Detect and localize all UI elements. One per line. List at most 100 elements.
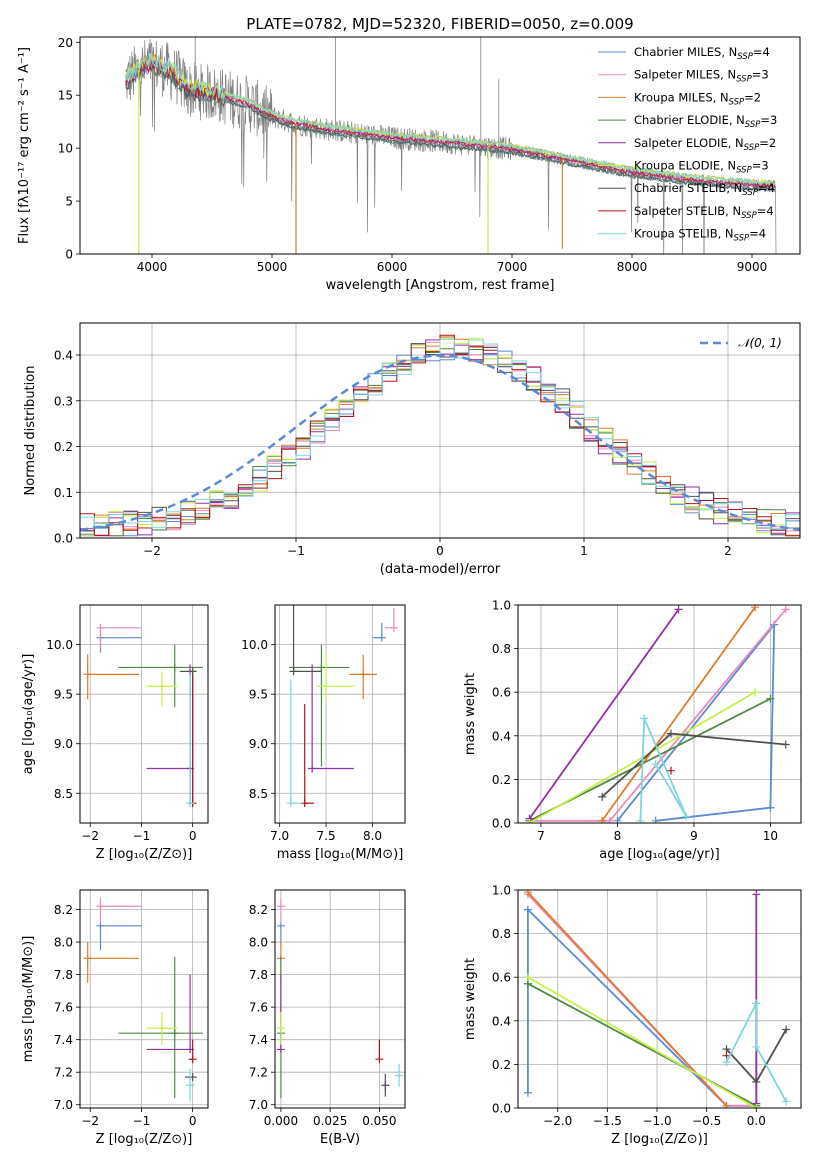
model-line-kroupa-stelib [124,53,776,185]
point-marker-kroupa-miles [523,890,532,897]
x-tick-label: −1 [133,829,151,843]
y-tick-label: 0.8 [492,927,511,941]
series-line-kroupa-miles [601,606,756,822]
x-tick-label: 8 [614,829,622,843]
point-marker-chabrier-stelib [381,1081,390,1090]
histogram-kroupa-stelib [80,338,800,537]
x-tick-label: 10 [763,829,778,843]
x-tick-label: −1.0 [642,1114,671,1128]
point-marker-kroupa-elodie [276,1024,285,1033]
point-marker-chabrier-miles [523,905,532,914]
panel-age-vs-Z: −2 −1 0 8.5 9.0 9.5 10.0 Z [log₁₀(Z/Z⊙)] age [lo… [21,604,209,862]
legend-label-text: Salpeter MILES, N [634,68,736,82]
legend-label-suffix: =2 [744,90,761,104]
point-marker-kroupa-elodie [157,1024,166,1033]
point-marker-chabrier-miles [613,816,622,823]
legend-residuals: 𝒩(0, 1) [700,336,782,350]
y-tick-label: 9.5 [249,688,268,702]
point-marker-chabrier-miles [523,1088,532,1097]
residual-histograms [80,334,800,537]
axes-frame [517,604,802,824]
legend-label-text: Chabrier MILES, N [634,45,737,59]
y-tick-label: 7.6 [249,1001,268,1015]
y-tick-label: 0.6 [492,686,511,700]
y-tick-label: 8.2 [249,903,268,917]
x-tick-label: 0.050 [362,1114,396,1128]
y-tick-label: 7.6 [54,1001,73,1015]
y-tick-label: 5 [65,195,73,209]
point-marker-kroupa-elodie [525,819,534,823]
legend-label-kroupa-stelib: Kroupa STELIB, NSSP=4 [634,227,766,244]
point-marker-salpeter-stelib [666,766,675,775]
point-marker-salpeter-elodie [276,1045,285,1054]
point-marker-salpeter-miles [781,605,790,614]
errorbars [286,605,398,808]
x-tick-label: 7 [537,829,545,843]
point-marker-chabrier-stelib [666,729,675,738]
errorbars [83,623,203,808]
legend-label-sub: SSP [745,120,761,130]
y-tick-label: 0.2 [492,1058,511,1072]
y-tick-label: 1.0 [492,884,511,898]
y-axis-label: age [log₁₀(age/yr)] [21,654,36,775]
axes-frame [274,604,406,824]
x-tick-label: −2 [81,829,99,843]
point-marker-salpeter-stelib [300,799,309,808]
legend-label-sub: SSP [737,52,753,62]
y-tick-label: 9.5 [54,688,73,702]
legend-label-chabrier-elodie: Chabrier ELODIE, NSSP=3 [634,113,777,130]
legend-label-suffix: =4 [753,45,770,59]
point-marker-kroupa-miles [722,1101,731,1108]
x-axis-label: E(B-V) [320,1132,360,1147]
legend-label-sub: SSP [741,211,757,221]
x-axis-label: Z [log₁₀(Z/Z⊙)] [611,1132,708,1147]
x-tick-label: 0 [436,544,444,558]
point-marker-chabrier-miles [651,816,660,823]
legend-label-normal: 𝒩(0, 1) [738,336,782,350]
x-tick-label: −1 [287,544,305,558]
x-axis-label: mass [log₁₀(M/M⊙)] [277,847,404,862]
x-axis-label: wavelength [Angstrom, rest frame] [326,278,555,293]
point-marker-kroupa-stelib [186,799,195,808]
point-marker-kroupa-stelib [640,714,649,723]
panel-residuals: −2 −1 0 1 2 0.0 0.1 0.2 0.3 0.4 (data-model)/error… [23,322,801,577]
y-tick-label: 0.4 [492,1014,511,1028]
x-axis-label: Z [log₁₀(Z/Z⊙)] [96,847,193,862]
x-tick-label: 0 [189,829,197,843]
y-tick-label: 8.5 [249,787,268,801]
y-tick-label: 0.6 [492,971,511,985]
point-marker-kroupa-stelib [722,1058,731,1067]
point-marker-kroupa-stelib [286,799,295,808]
y-axis-label: Flux [fλ10⁻¹⁷ erg cm⁻² s⁻¹ A⁻¹] [17,47,32,244]
point-marker-kroupa-miles [83,670,92,679]
x-axis-label: (data-model)/error [380,562,501,577]
y-tick-label: 7.4 [249,1033,268,1047]
x-tick-label: 8.0 [363,829,382,843]
y-tick-label: 0.8 [492,642,511,656]
series-line-salpeter-elodie [528,608,680,820]
point-marker-chabrier-miles [377,633,386,642]
point-marker-salpeter-elodie [674,605,683,614]
point-marker-salpeter-miles [605,816,614,823]
point-marker-kroupa-stelib [752,1042,761,1051]
series-line-kroupa-stelib [639,718,688,821]
x-tick-label: 7.0 [270,829,289,843]
legend-label-sub: SSP [736,166,752,176]
point-marker-chabrier-elodie [170,1029,179,1038]
point-marker-chabrier-elodie [766,694,775,703]
point-marker-chabrier-stelib [781,740,790,749]
y-tick-label: 10 [58,142,73,156]
point-marker-kroupa-stelib [682,812,691,821]
point-marker-salpeter-miles [96,902,105,911]
y-axis-label: mass weight [463,673,478,755]
x-tick-label: 7000 [497,260,528,274]
series-line-chabrier-miles [616,621,776,822]
point-marker-kroupa-miles [598,816,607,823]
legend-label-suffix: =3 [752,159,769,173]
point-marker-kroupa-stelib [395,1071,404,1080]
point-marker-kroupa-elodie [751,688,760,697]
errorbars [83,898,203,1102]
point-marker-chabrier-miles [96,921,105,930]
x-tick-label: 6000 [377,260,408,274]
legend-label-suffix: =4 [749,227,766,241]
